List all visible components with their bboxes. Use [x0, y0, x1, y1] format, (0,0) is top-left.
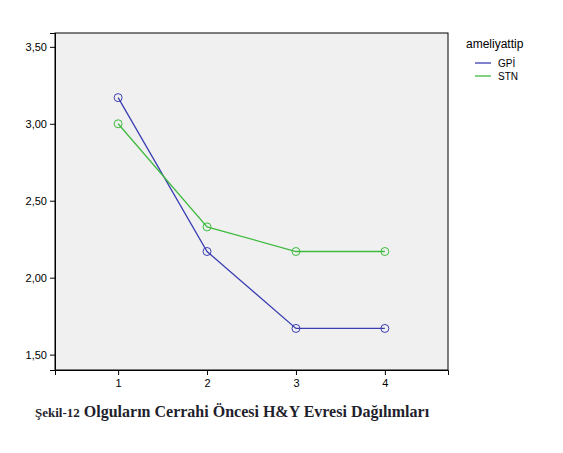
- series-marker: [114, 120, 122, 128]
- series-marker: [292, 248, 300, 256]
- y-tick: 2,50: [26, 195, 55, 207]
- x-tick: 2: [204, 370, 210, 389]
- series-marker: [203, 248, 211, 256]
- series-marker: [203, 223, 211, 231]
- series-line: [118, 124, 385, 252]
- y-tick-mark: [50, 124, 55, 125]
- series-marker: [381, 324, 389, 332]
- x-tick-mark: [207, 370, 208, 375]
- y-tick: 1,50: [26, 349, 55, 361]
- plot-area: [114, 94, 389, 333]
- legend-swatch: [475, 62, 491, 63]
- y-tick: 2,00: [26, 272, 55, 284]
- legend-swatch: [475, 75, 491, 76]
- y-tick-label: 2,00: [26, 272, 47, 284]
- x-tick-label: 4: [382, 377, 388, 389]
- y-tick-mark: [50, 47, 55, 48]
- y-tick-label: 3,50: [26, 41, 47, 53]
- y-tick-mark: [50, 278, 55, 279]
- y-tick-mark: [50, 355, 55, 356]
- caption: Şekil-12 Olguların Cerrahi Öncesi H&Y Evr…: [35, 403, 430, 421]
- y-tick-label: 3,00: [26, 118, 47, 130]
- x-tick-label: 3: [293, 377, 299, 389]
- y-axis: 1,50 2,00 2,50 3,00 3,50: [26, 34, 56, 371]
- x-tick-mark: [118, 370, 119, 375]
- figure-label: Şekil-12: [35, 405, 80, 420]
- x-tick-mark: [385, 370, 386, 375]
- y-tick: 3,00: [26, 118, 55, 130]
- plot-frame: [55, 33, 448, 370]
- y-tick-label: 1,50: [26, 349, 47, 361]
- x-tick: 1: [116, 370, 122, 389]
- series-line: [118, 98, 385, 329]
- x-tick-label: 1: [116, 377, 122, 389]
- x-tick-label: 2: [204, 377, 210, 389]
- series-marker: [381, 248, 389, 256]
- x-tick: 4: [382, 370, 388, 389]
- legend-title: ameliyattip: [466, 37, 524, 51]
- x-axis: 1 2 3 4: [56, 370, 449, 389]
- y-tick-label: 2,50: [26, 195, 47, 207]
- legend: ameliyattip GPİ STN: [466, 37, 524, 82]
- legend-label: STN: [498, 71, 518, 82]
- series-marker: [114, 94, 122, 102]
- series-marker: [292, 324, 300, 332]
- title: Olguların Cerrahi Öncesi H&Y Evresi Dağı…: [84, 403, 430, 421]
- y-tick: 3,50: [26, 41, 55, 53]
- chart: 1,50 2,00 2,50 3,00 3,50 1 2 3 4 ameliyattip GPİ ST…: [0, 0, 563, 453]
- y-tick-mark: [50, 201, 55, 202]
- x-axis-line: [56, 371, 449, 376]
- x-tick-mark: [296, 370, 297, 375]
- plot-background: [55, 33, 448, 370]
- x-tick: 3: [293, 370, 299, 389]
- legend-label: GPİ: [498, 57, 515, 69]
